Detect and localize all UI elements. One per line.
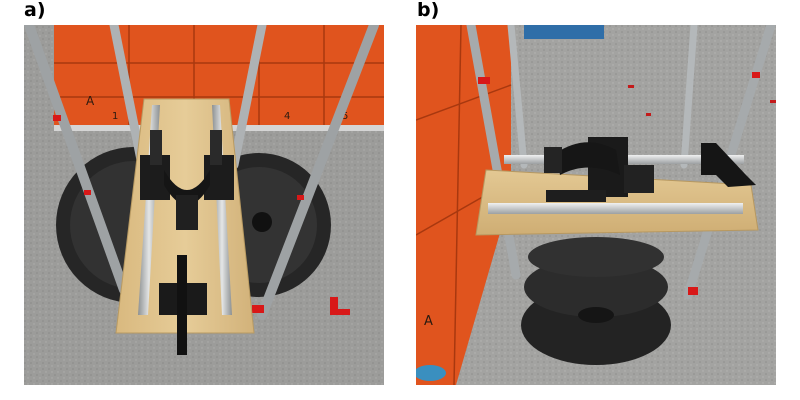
bottom-clamp bbox=[159, 255, 207, 355]
aluminum-frame bbox=[24, 25, 379, 320]
panel-label-b: b) bbox=[417, 0, 440, 21]
panel-label-a: a) bbox=[24, 0, 46, 21]
photo-b: A bbox=[416, 25, 776, 385]
carriage bbox=[544, 137, 654, 202]
bottom-clamp bbox=[701, 143, 756, 187]
weight-plate-stack bbox=[521, 237, 671, 365]
carriage bbox=[140, 130, 234, 230]
photo-b-illustration: A bbox=[416, 25, 776, 385]
floor-markers bbox=[628, 85, 776, 116]
locker-number: 5 bbox=[342, 111, 348, 122]
locker-letter: A bbox=[424, 314, 433, 329]
floor-marker bbox=[330, 297, 350, 315]
wooden-board bbox=[475, 169, 759, 236]
photo-a: A 1 4 5 bbox=[24, 25, 384, 385]
locker-letter: A bbox=[86, 94, 95, 108]
background-object bbox=[524, 25, 604, 39]
locker-number: 1 bbox=[112, 111, 118, 122]
photo-a-illustration: A 1 4 5 bbox=[24, 25, 384, 385]
locker-number: 4 bbox=[284, 111, 290, 122]
